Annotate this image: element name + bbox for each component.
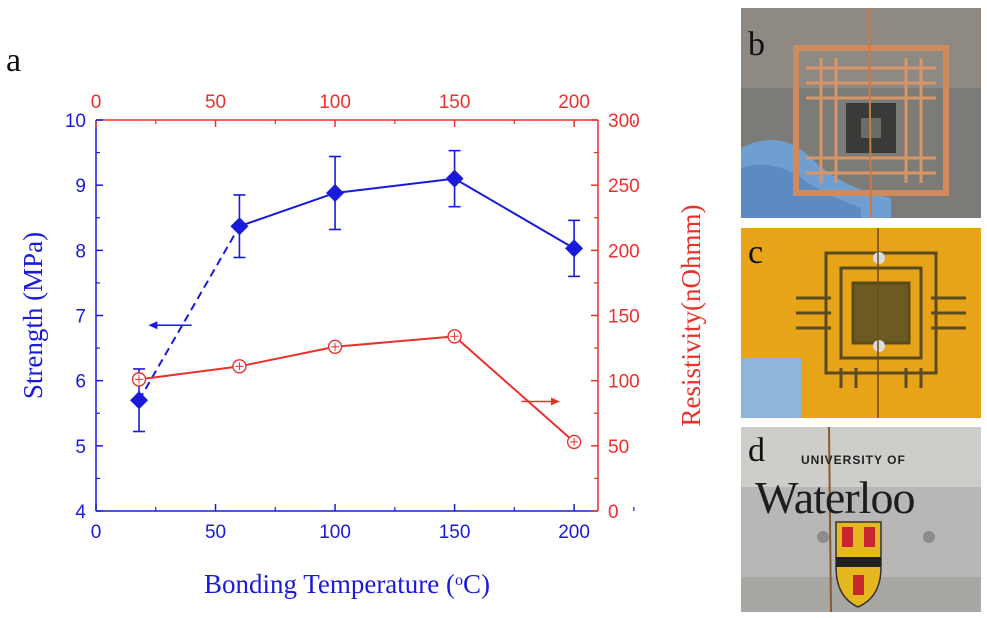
strength-line-segment bbox=[454, 177, 575, 250]
strength-data-point bbox=[565, 239, 584, 258]
logo-text-main: Waterloo bbox=[755, 472, 915, 523]
photo-flexible-circuit bbox=[741, 8, 981, 218]
resistivity-line-segment bbox=[138, 365, 240, 381]
strength-data-point bbox=[326, 183, 345, 202]
y-right-tick-label: 50 bbox=[608, 437, 629, 458]
strength-line-segment bbox=[239, 192, 336, 228]
x-bottom-tick-label: 0 bbox=[91, 522, 102, 543]
y-left-tick-label: 10 bbox=[65, 111, 86, 132]
y-right-tick-label: 250 bbox=[608, 176, 640, 197]
x-bottom-tick-label: 200 bbox=[558, 522, 590, 543]
x-bottom-tick-label: 50 bbox=[205, 522, 226, 543]
y-left-tick-label: 4 bbox=[75, 502, 86, 523]
y-left-tick-label: 8 bbox=[75, 241, 86, 262]
panel-label-b: b bbox=[748, 26, 765, 63]
strength-data-point bbox=[230, 217, 249, 236]
y-left-axis-title: Strength (MPa) bbox=[18, 232, 48, 399]
x-top-tick-label: 100 bbox=[319, 92, 351, 113]
x-top-tick-label: 0 bbox=[91, 92, 102, 113]
panel-label-d: d bbox=[748, 432, 765, 469]
resistivity-line-segment bbox=[239, 345, 336, 368]
y-right-axis-title: Resistivity(nOhmm) bbox=[676, 205, 706, 427]
university-shield-icon bbox=[835, 521, 882, 608]
x-top-tick-label: 150 bbox=[439, 92, 471, 113]
x-top-tick-label: 200 bbox=[558, 92, 590, 113]
strength-line-segment bbox=[138, 225, 241, 401]
panel-label-a: a bbox=[6, 42, 22, 79]
strength-data-point bbox=[445, 169, 464, 188]
x-bottom-tick-label: 150 bbox=[439, 522, 471, 543]
resistivity-line-segment bbox=[453, 335, 575, 443]
y-left-tick-label: 7 bbox=[75, 307, 86, 328]
photo-university-logo: UNIVERSITY OF Waterloo bbox=[741, 427, 981, 612]
photo-printed-circuit bbox=[741, 228, 981, 418]
y-right-tick-label: 100 bbox=[608, 372, 640, 393]
right-axis-arrow-head bbox=[550, 397, 560, 406]
logo-text-top: UNIVERSITY OF bbox=[801, 453, 906, 467]
y-right-tick-label: 0 bbox=[608, 502, 619, 523]
x-axis-title: Bonding Temperature (oC) bbox=[204, 569, 490, 599]
y-right-tick-label: 150 bbox=[608, 307, 640, 328]
y-right-tick-label: 200 bbox=[608, 241, 640, 262]
left-axis-arrow-head bbox=[148, 321, 158, 330]
x-bottom-tick-label: 100 bbox=[319, 522, 351, 543]
x-top-tick-label: 50 bbox=[205, 92, 226, 113]
strength-line-segment bbox=[334, 177, 455, 194]
y-left-tick-label: 5 bbox=[75, 437, 86, 458]
y-left-tick-label: 9 bbox=[75, 176, 86, 197]
resistivity-line-segment bbox=[334, 335, 455, 348]
strength-data-point bbox=[130, 391, 149, 410]
y-left-tick-label: 6 bbox=[75, 372, 86, 393]
y-right-tick-label: 300 bbox=[608, 111, 640, 132]
panel-label-c: c bbox=[748, 234, 764, 271]
